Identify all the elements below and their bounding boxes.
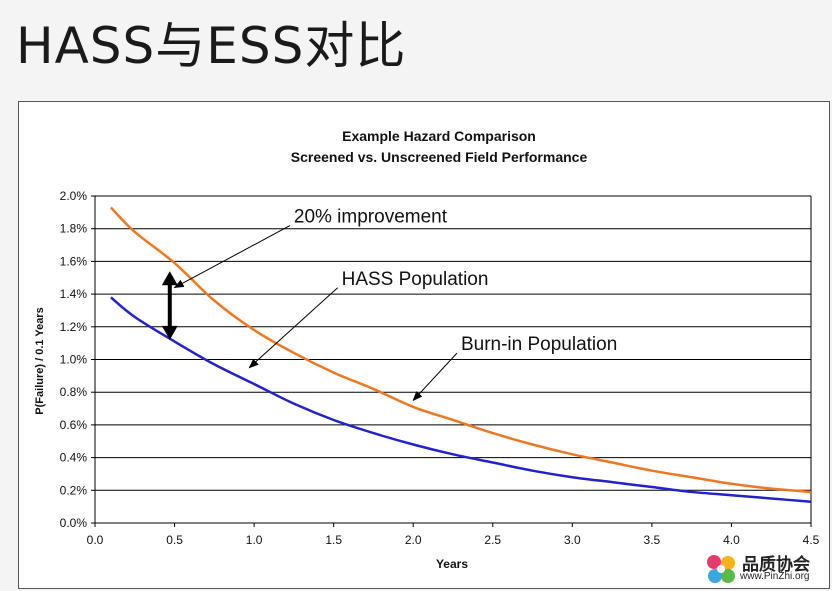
y-tick-label: 0.0% bbox=[60, 516, 88, 530]
x-tick-label: 0.5 bbox=[166, 533, 183, 547]
y-tick-label: 1.4% bbox=[60, 287, 88, 301]
annotation-arrow-hass-population bbox=[248, 287, 338, 369]
annotation-hass-population: HASS Population bbox=[342, 269, 489, 290]
x-tick-label: 4.5 bbox=[803, 533, 820, 547]
x-tick-label: 1.5 bbox=[325, 533, 342, 547]
axes bbox=[94, 196, 812, 524]
x-tick-label: 0.0 bbox=[87, 533, 104, 547]
chart-subtitle: Screened vs. Unscreened Field Performanc… bbox=[291, 149, 588, 165]
difference-marker-up-arrowhead bbox=[161, 271, 178, 286]
y-tick-label: 0.2% bbox=[60, 483, 88, 497]
pinzhi-logo-icon bbox=[707, 555, 735, 583]
annotation-burn-in-population: Burn-in Population bbox=[461, 334, 617, 355]
watermark-url: www.PinZhi.org bbox=[740, 571, 810, 582]
y-axis-label: P(Failure) / 0.1 Years bbox=[34, 307, 46, 414]
y-tick-label: 1.6% bbox=[60, 254, 88, 268]
y-tick-label: 1.0% bbox=[60, 353, 88, 367]
y-tick-label: 0.8% bbox=[60, 385, 88, 399]
gridlines bbox=[91, 195, 811, 524]
x-tick-label: 2.5 bbox=[484, 533, 501, 547]
y-tick-label: 0.4% bbox=[60, 451, 88, 465]
series-line-burn-in-population bbox=[110, 206, 812, 494]
annotation-arrow-20-improvement bbox=[173, 225, 291, 289]
y-tick-labels: 0.0% 0.2% 0.4% 0.6% 0.8% 1.0% 1.2% 1.4% 1.6% 1.8%… bbox=[60, 189, 88, 530]
x-tick-label: 3.5 bbox=[644, 533, 661, 547]
x-tick-label: 3.0 bbox=[564, 533, 581, 547]
watermark-name: 品质协会 bbox=[742, 555, 810, 575]
watermark: 品质协会 www.PinZhi.org bbox=[704, 550, 828, 588]
annotations: 20% improvement HASS Population Burn-in Po… bbox=[161, 207, 617, 402]
x-tick-label: 4.0 bbox=[723, 533, 740, 547]
series-lines bbox=[110, 206, 812, 503]
x-axis-label: Years bbox=[436, 557, 468, 571]
x-tick-labels: 0.0 0.5 1.0 1.5 2.0 2.5 3.0 3.5 4.0 4.5 bbox=[87, 523, 820, 547]
slide-title: HASS与ESS对比 bbox=[16, 17, 407, 75]
series-line-hass-population bbox=[110, 296, 812, 503]
x-tick-label: 2.0 bbox=[405, 533, 422, 547]
annotation-arrow-burn-in-population bbox=[412, 352, 458, 402]
difference-marker-down-arrowhead bbox=[161, 325, 178, 340]
chart-title: Example Hazard Comparison bbox=[342, 128, 536, 144]
x-tick-label: 1.0 bbox=[246, 533, 263, 547]
y-tick-label: 2.0% bbox=[60, 189, 88, 203]
y-tick-label: 0.6% bbox=[60, 418, 88, 432]
chart-panel: Example Hazard Comparison Screened vs. U… bbox=[18, 101, 830, 589]
y-tick-label: 1.8% bbox=[60, 222, 88, 236]
hazard-comparison-chart: Example Hazard Comparison Screened vs. U… bbox=[34, 128, 820, 571]
y-tick-label: 1.2% bbox=[60, 320, 88, 334]
annotation-20-improvement: 20% improvement bbox=[294, 207, 448, 228]
